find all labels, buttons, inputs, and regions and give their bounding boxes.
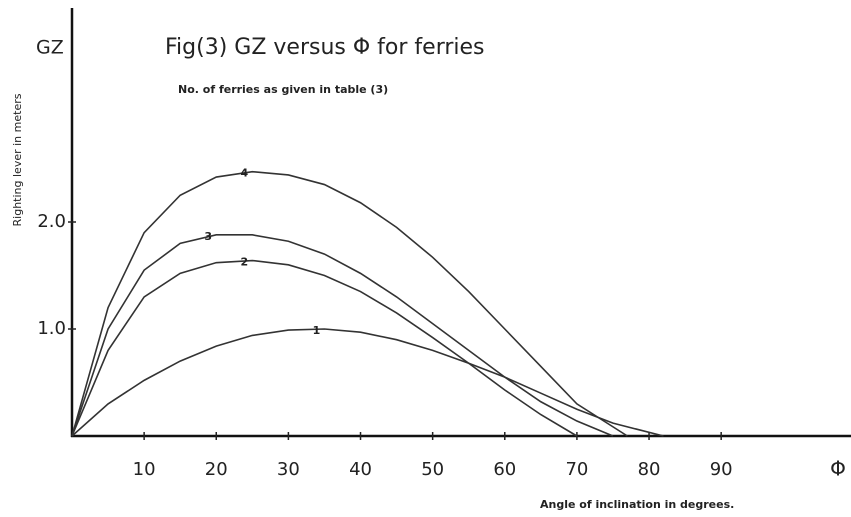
x-tick-label: 30 <box>277 459 300 480</box>
curve <box>71 170 628 437</box>
curve-label: 2 <box>240 256 248 269</box>
x-tick-label: 70 <box>565 459 588 480</box>
chart-subtitle: No. of ferries as given in table (3) <box>178 83 388 96</box>
x-tick-label: 90 <box>710 459 733 480</box>
curve-label: 3 <box>204 230 212 243</box>
x-tick-label: 50 <box>421 459 444 480</box>
x-tick-label: 10 <box>133 459 156 480</box>
chart-title: Fig(3) GZ versus Φ for ferries <box>165 35 485 60</box>
x-axis-label: Angle of inclination in degrees. <box>540 498 734 511</box>
x-tick-label: 80 <box>638 459 661 480</box>
curve-label: 4 <box>240 167 248 180</box>
curve <box>71 234 614 437</box>
y-tick-label: 2.0 <box>37 211 66 232</box>
y-axis-label: Righting lever in meters <box>11 93 24 226</box>
x-tick-label: 20 <box>205 459 228 480</box>
curve <box>71 259 578 437</box>
y-tick-label: 1.0 <box>37 318 66 339</box>
curve <box>71 328 664 437</box>
x-tick-label: 40 <box>349 459 372 480</box>
x-tick-label: 60 <box>493 459 516 480</box>
curve-label: 1 <box>313 324 321 337</box>
x-axis-symbol: Φ <box>830 457 846 481</box>
y-axis-symbol: GZ <box>36 37 64 59</box>
